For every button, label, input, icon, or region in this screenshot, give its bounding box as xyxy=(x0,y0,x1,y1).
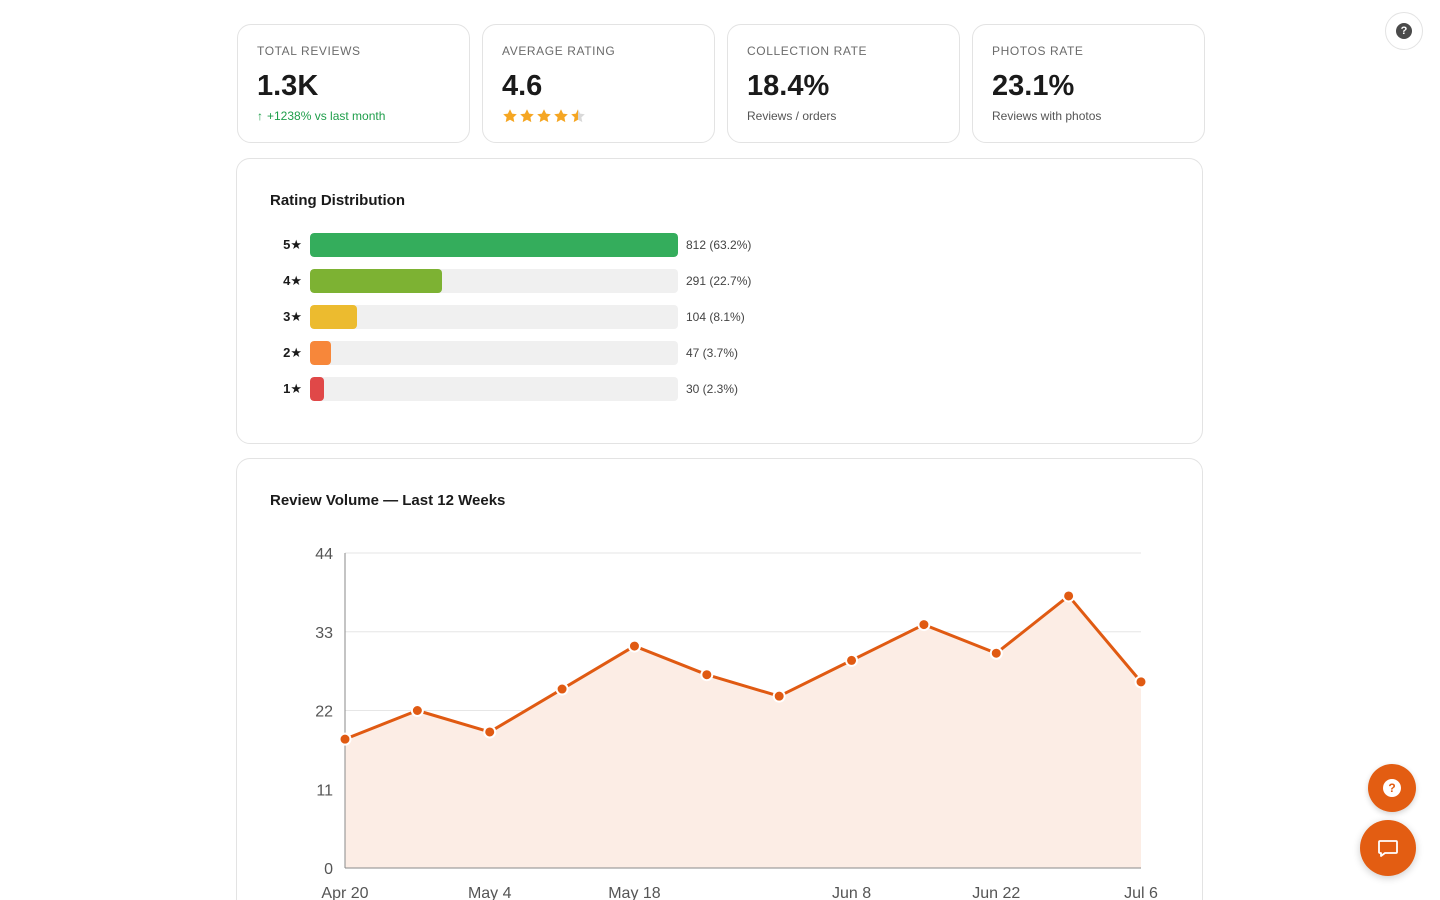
data-point xyxy=(845,653,859,667)
rating-distribution-panel: Rating Distribution 5★ 812 (63.2%) 4★ 291 (… xyxy=(236,158,1203,444)
x-tick-label: May 4 xyxy=(468,885,512,900)
y-tick-label: 11 xyxy=(316,782,333,799)
rating-stars xyxy=(502,107,695,125)
y-tick-label: 33 xyxy=(315,625,333,642)
distribution-bar-fill xyxy=(310,341,332,365)
distribution-label: 4★ xyxy=(283,273,302,288)
distribution-rows: 5★ 812 (63.2%) 4★ 291 (22.7%) 3★ 104 (8.1%) 2★… xyxy=(270,233,751,413)
distribution-count: 104 (8.1%) xyxy=(686,310,745,324)
distribution-count: 30 (2.3%) xyxy=(686,382,739,396)
kpi-label: PHOTOS RATE xyxy=(992,44,1084,58)
kpi-value: 4.6 xyxy=(502,70,543,102)
star-icon xyxy=(520,109,534,123)
distribution-label: 1★ xyxy=(283,381,302,396)
distribution-bar-track xyxy=(310,341,678,365)
distribution-bar-fill xyxy=(310,233,678,257)
distribution-bar-fill xyxy=(310,269,442,293)
data-point xyxy=(772,689,786,703)
distribution-bar-track xyxy=(310,305,678,329)
data-point xyxy=(483,725,497,739)
x-tick-label: Jun 22 xyxy=(972,885,1020,900)
x-tick-label: Jul 6 xyxy=(1124,885,1158,900)
kpi-card-total-reviews: TOTAL REVIEWS 1.3K ↑ +1238% vs last mont… xyxy=(237,24,470,143)
distribution-row: 2★ 47 (3.7%) xyxy=(270,341,751,365)
question-circle-icon: ? xyxy=(1396,23,1412,39)
distribution-label: 5★ xyxy=(283,237,302,252)
star-icon xyxy=(503,109,517,123)
review-volume-panel: Review Volume — Last 12 Weeks 0 11 22 33 44 A… xyxy=(236,458,1203,900)
star-icon xyxy=(537,109,551,123)
data-point xyxy=(700,668,714,682)
distribution-bar-fill xyxy=(310,377,324,401)
distribution-count: 47 (3.7%) xyxy=(686,346,739,360)
series-line xyxy=(344,594,1143,741)
review-volume-chart: 0 11 22 33 44 Apr 20 May 4 May 18 Jun 8 Jun 22 Jul… xyxy=(315,546,1158,900)
y-tick-label: 22 xyxy=(315,704,333,721)
kpi-label: AVERAGE RATING xyxy=(502,44,616,58)
data-point xyxy=(917,618,931,632)
kpi-label: COLLECTION RATE xyxy=(747,44,868,58)
kpi-value: 18.4% xyxy=(747,70,830,102)
distribution-bar-fill xyxy=(310,305,358,329)
kpi-value: 23.1% xyxy=(992,70,1075,102)
data-point xyxy=(989,646,1003,660)
distribution-row: 3★ 104 (8.1%) xyxy=(270,305,751,329)
distribution-label: 2★ xyxy=(283,345,302,360)
question-circle-icon: ? xyxy=(1383,779,1401,797)
kpi-card-collection-rate: COLLECTION RATE 18.4% Reviews / orders xyxy=(727,24,960,143)
distribution-count: 291 (22.7%) xyxy=(686,274,752,288)
data-point xyxy=(555,682,569,696)
kpi-card-photos-rate: PHOTOS RATE 23.1% Reviews with photos xyxy=(972,24,1205,143)
chat-bubble-icon xyxy=(1378,840,1398,857)
distribution-row: 5★ 812 (63.2%) xyxy=(270,233,751,257)
help-button[interactable]: ? xyxy=(1385,12,1423,50)
kpi-label: TOTAL REVIEWS xyxy=(257,44,361,58)
kpi-sub: Reviews / orders xyxy=(747,109,837,123)
distribution-bar-track xyxy=(310,377,678,401)
x-tick-label: Apr 20 xyxy=(321,885,368,900)
floating-help-button[interactable]: ? xyxy=(1368,764,1416,812)
kpi-trend-text: +1238% vs last month xyxy=(267,109,386,123)
panel-title: Review Volume — Last 12 Weeks xyxy=(270,492,506,509)
y-tick-label: 44 xyxy=(315,546,333,563)
data-point xyxy=(627,639,641,653)
kpi-trend: ↑ +1238% vs last month xyxy=(257,107,450,125)
chat-button[interactable] xyxy=(1360,820,1416,876)
kpi-row: TOTAL REVIEWS 1.3K ↑ +1238% vs last mont… xyxy=(237,24,1205,143)
data-point xyxy=(338,732,352,746)
data-point xyxy=(1062,589,1076,603)
kpi-sub: Reviews with photos xyxy=(992,109,1102,123)
distribution-row: 1★ 30 (2.3%) xyxy=(270,377,751,401)
x-tick-label: May 18 xyxy=(608,885,661,900)
kpi-value: 1.3K xyxy=(257,70,319,102)
kpi-card-average-rating: AVERAGE RATING 4.6 xyxy=(482,24,715,143)
data-point xyxy=(410,704,424,717)
distribution-bar-track xyxy=(310,233,678,257)
area-fill xyxy=(345,595,1141,868)
distribution-label: 3★ xyxy=(283,309,302,324)
y-tick-label: 0 xyxy=(324,861,333,878)
panel-title: Rating Distribution xyxy=(270,192,405,209)
arrow-up-icon: ↑ xyxy=(257,109,263,123)
distribution-count: 812 (63.2%) xyxy=(686,238,752,252)
x-tick-label: Jun 8 xyxy=(832,885,871,900)
star-icon xyxy=(571,109,585,123)
data-point xyxy=(1134,675,1148,689)
distribution-row: 4★ 291 (22.7%) xyxy=(270,269,751,293)
star-icon xyxy=(554,109,568,123)
distribution-bar-track xyxy=(310,269,678,293)
